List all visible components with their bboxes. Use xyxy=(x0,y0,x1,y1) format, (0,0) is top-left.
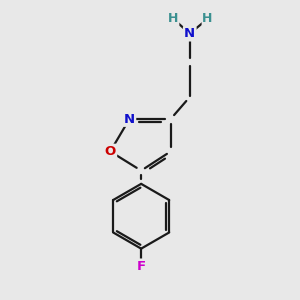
Text: H: H xyxy=(168,13,179,26)
Text: N: N xyxy=(124,112,135,126)
Text: F: F xyxy=(136,260,146,273)
Text: H: H xyxy=(202,13,213,26)
Text: N: N xyxy=(184,27,195,40)
Text: O: O xyxy=(105,145,116,158)
